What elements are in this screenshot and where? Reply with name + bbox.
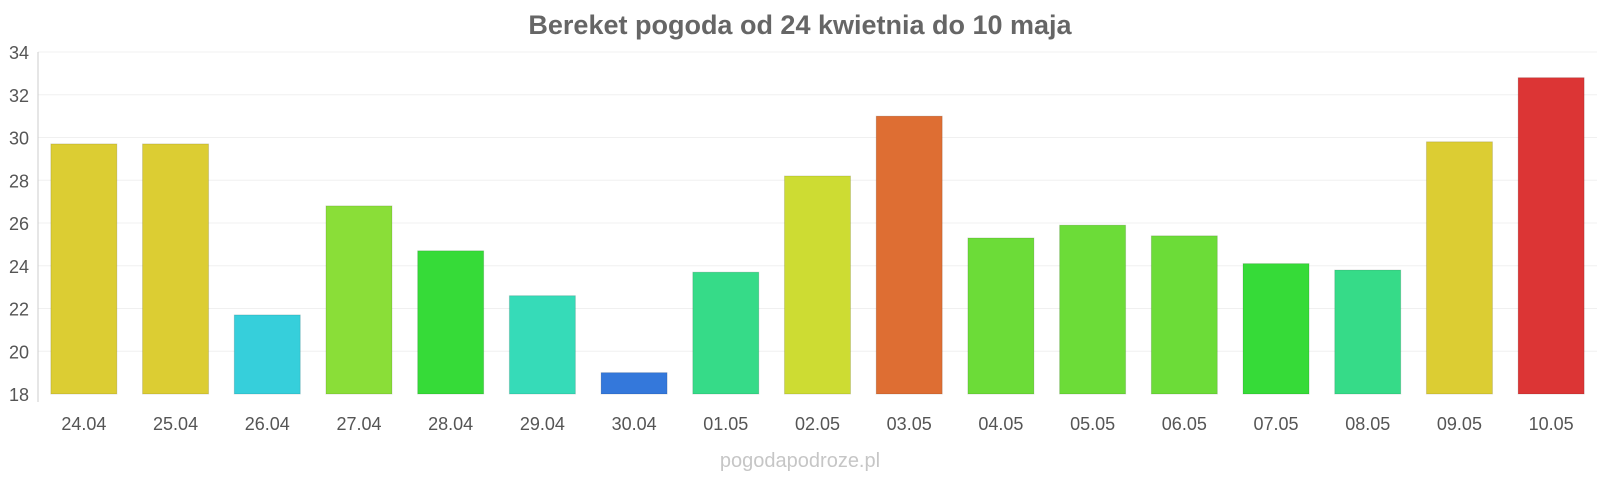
y-tick-label: 28 (9, 171, 29, 191)
bar (967, 237, 1035, 395)
x-tick-label: 10.05 (1529, 414, 1574, 434)
bar (1150, 235, 1218, 395)
x-tick-label: 01.05 (703, 414, 748, 434)
bar (1242, 263, 1310, 395)
bar (233, 314, 301, 395)
y-tick-label: 26 (9, 214, 29, 234)
chart-title: Bereket pogoda od 24 kwietnia do 10 maja (528, 10, 1072, 40)
x-tick-label: 27.04 (336, 414, 381, 434)
y-tick-label: 24 (9, 257, 29, 277)
x-tick-label: 05.05 (1070, 414, 1115, 434)
x-tick-label: 25.04 (153, 414, 198, 434)
bar (1425, 141, 1493, 395)
x-tick-label: 07.05 (1254, 414, 1299, 434)
bar (783, 175, 852, 395)
bar (508, 295, 576, 395)
bar (692, 271, 760, 395)
bar (142, 143, 210, 395)
y-tick-label: 32 (9, 86, 29, 106)
bar (325, 205, 393, 395)
bar (1517, 77, 1585, 395)
x-tick-label: 24.04 (61, 414, 106, 434)
x-tick-label: 04.05 (978, 414, 1023, 434)
bar (875, 115, 943, 395)
x-tick-label: 03.05 (887, 414, 932, 434)
y-tick-label: 22 (9, 300, 29, 320)
x-tick-label: 02.05 (795, 414, 840, 434)
x-tick-label: 09.05 (1437, 414, 1482, 434)
bar (1059, 224, 1127, 395)
bar (1334, 269, 1402, 395)
bar (417, 250, 485, 395)
x-tick-label: 26.04 (245, 414, 290, 434)
y-tick-label: 30 (9, 129, 29, 149)
watermark: pogodapodroze.pl (719, 450, 881, 472)
x-tick-label: 28.04 (428, 414, 473, 434)
bar (50, 143, 118, 395)
y-tick-label: 34 (9, 43, 29, 63)
y-tick-label: 20 (9, 342, 29, 362)
x-tick-label: 06.05 (1162, 414, 1207, 434)
x-tick-label: 08.05 (1345, 414, 1390, 434)
y-tick-label: 18 (9, 385, 29, 405)
x-tick-label: 29.04 (520, 414, 565, 434)
bar (600, 372, 668, 395)
x-tick-label: 30.04 (612, 414, 657, 434)
